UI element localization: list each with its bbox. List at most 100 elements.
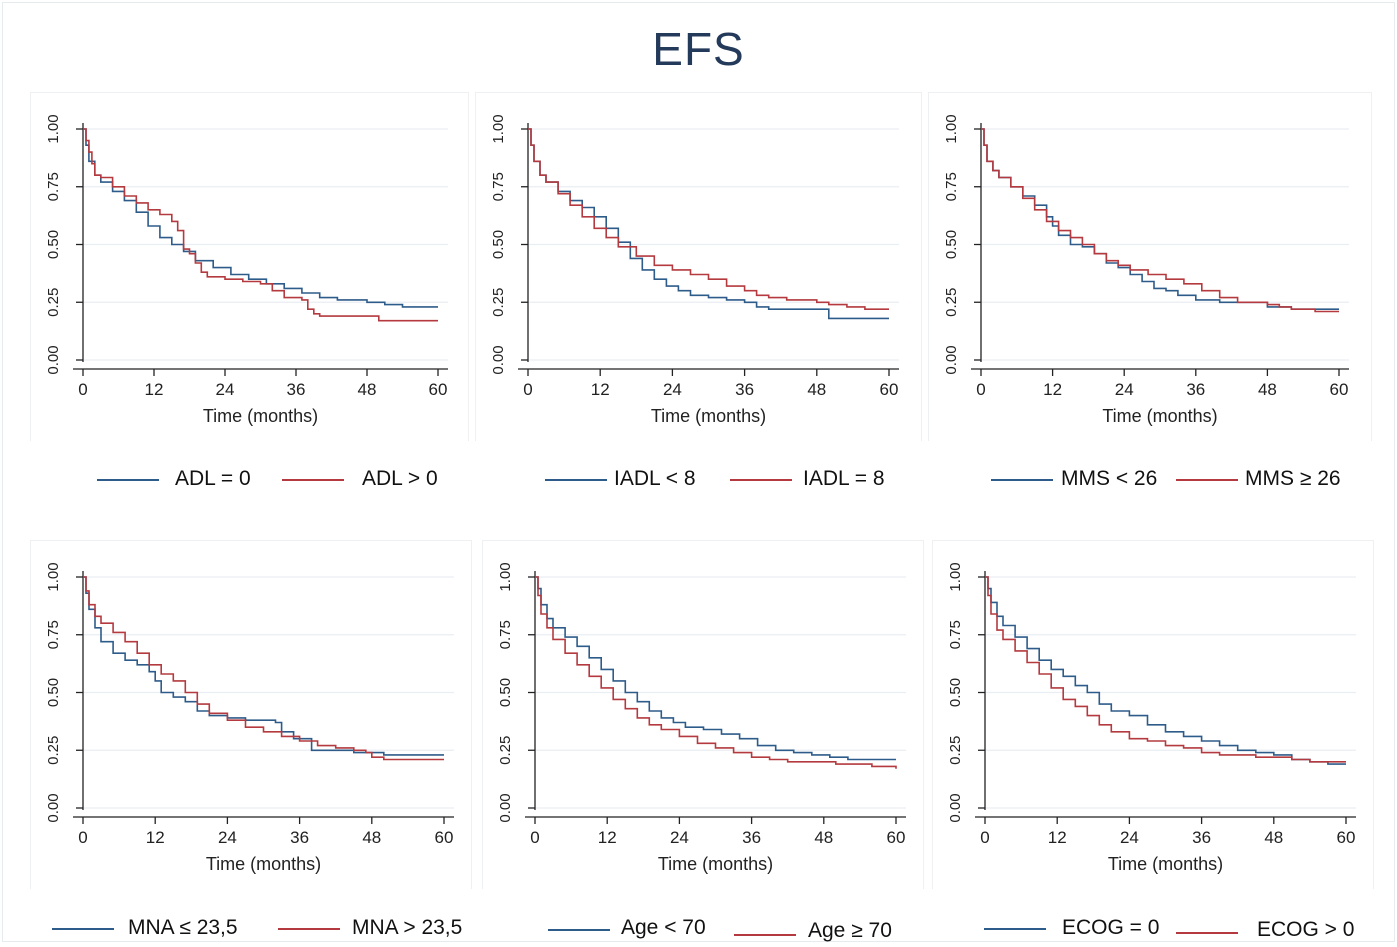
chart-svg-4: 0.00 0.25 0.50 0.75 1.00 0 12 24 36 48 60 Time (mon… bbox=[45, 562, 454, 874]
y-tick-label: 0.50 bbox=[490, 230, 507, 259]
x-tick-label: 0 bbox=[78, 380, 87, 399]
series-line-blue bbox=[83, 128, 438, 308]
x-tick-label: 36 bbox=[1192, 828, 1211, 847]
series-line-red bbox=[985, 576, 1346, 763]
legend-swatch-red bbox=[1176, 479, 1238, 481]
y-tick-label: 0.25 bbox=[490, 288, 507, 317]
series-line-blue bbox=[535, 576, 896, 761]
chart-svg-1: 0.00 0.25 0.50 0.75 1.00 0 12 24 36 48 60 Time (mon… bbox=[45, 114, 448, 426]
main-title: EFS bbox=[652, 23, 745, 75]
x-tick-label: 36 bbox=[735, 380, 754, 399]
legend-label: ADL = 0 bbox=[175, 467, 251, 490]
chart-panel-5: 0.00 0.25 0.50 0.75 1.00 0 12 24 36 48 60 Time (mon… bbox=[482, 540, 924, 889]
y-tick-label: 0.25 bbox=[45, 288, 62, 317]
x-tick-label: 60 bbox=[880, 380, 899, 399]
y-tick-label: 0.50 bbox=[947, 678, 964, 707]
chart-svg-3: 0.00 0.25 0.50 0.75 1.00 0 12 24 36 48 60 Time (mon… bbox=[943, 114, 1349, 426]
series-line-red bbox=[535, 576, 897, 769]
x-tick-label: 24 bbox=[1120, 828, 1139, 847]
x-axis-label: Time (months) bbox=[1108, 854, 1223, 874]
series-line-red bbox=[981, 128, 1339, 313]
series-line-red bbox=[83, 128, 438, 322]
chart-svg-5: 0.00 0.25 0.50 0.75 1.00 0 12 24 36 48 60 Time (mon… bbox=[497, 562, 906, 874]
y-tick-label: 0.00 bbox=[943, 345, 960, 374]
y-tick-label: 0.25 bbox=[943, 288, 960, 317]
x-tick-label: 48 bbox=[358, 380, 377, 399]
legend-label: Age ≥ 70 bbox=[808, 919, 892, 942]
legend-label: ECOG > 0 bbox=[1257, 918, 1355, 941]
y-tick-label: 0.75 bbox=[947, 620, 964, 649]
legend-label: ADL > 0 bbox=[362, 467, 438, 490]
legend-swatch-blue bbox=[97, 479, 159, 481]
x-tick-label: 48 bbox=[814, 828, 833, 847]
x-tick-label: 36 bbox=[290, 828, 309, 847]
y-tick-label: 0.25 bbox=[947, 736, 964, 765]
y-tick-label: 0.00 bbox=[947, 793, 964, 822]
x-tick-label: 12 bbox=[1048, 828, 1067, 847]
series-line-blue bbox=[985, 576, 1346, 765]
x-tick-label: 48 bbox=[362, 828, 381, 847]
x-tick-label: 0 bbox=[523, 380, 532, 399]
legend-label: IADL = 8 bbox=[803, 467, 885, 490]
y-tick-label: 0.50 bbox=[45, 678, 62, 707]
x-tick-label: 24 bbox=[670, 828, 689, 847]
x-tick-label: 24 bbox=[1115, 380, 1134, 399]
x-tick-label: 60 bbox=[435, 828, 454, 847]
x-tick-label: 24 bbox=[218, 828, 237, 847]
legend-4: MNA ≤ 23,5 MNA > 23,5 bbox=[0, 907, 480, 947]
y-tick-label: 1.00 bbox=[947, 562, 964, 591]
legend-label: ECOG = 0 bbox=[1062, 916, 1160, 939]
y-tick-label: 0.50 bbox=[45, 230, 62, 259]
series-line-blue bbox=[528, 128, 889, 320]
series-line-blue bbox=[981, 128, 1339, 310]
x-tick-label: 60 bbox=[1337, 828, 1356, 847]
chart-svg-2: 0.00 0.25 0.50 0.75 1.00 0 12 24 36 48 60 Time (mon… bbox=[490, 114, 899, 426]
x-axis-label: Time (months) bbox=[206, 854, 321, 874]
x-axis-label: Time (months) bbox=[658, 854, 773, 874]
legend-2: IADL < 8 IADL = 8 bbox=[0, 458, 930, 498]
series-line-red bbox=[83, 576, 444, 761]
legend-label: Age < 70 bbox=[621, 916, 706, 939]
legend-swatch-red bbox=[1176, 932, 1238, 934]
legend-swatch-blue bbox=[548, 929, 610, 931]
x-tick-label: 48 bbox=[1264, 828, 1283, 847]
legend-swatch-blue bbox=[545, 479, 607, 481]
x-axis-label: Time (months) bbox=[203, 406, 318, 426]
legend-label: MMS < 26 bbox=[1061, 467, 1158, 490]
legend-swatch-blue bbox=[984, 928, 1046, 930]
y-tick-label: 0.75 bbox=[497, 620, 514, 649]
chart-panel-3: 0.00 0.25 0.50 0.75 1.00 0 12 24 36 48 60 Time (mon… bbox=[928, 92, 1372, 441]
legend-swatch-red bbox=[734, 934, 796, 936]
x-tick-label: 12 bbox=[598, 828, 617, 847]
y-tick-label: 1.00 bbox=[490, 114, 507, 143]
x-tick-label: 60 bbox=[1330, 380, 1349, 399]
legend-label: MMS ≥ 26 bbox=[1245, 467, 1341, 490]
series-line-red bbox=[528, 128, 889, 310]
x-tick-label: 48 bbox=[1258, 380, 1277, 399]
y-tick-label: 0.00 bbox=[45, 345, 62, 374]
legend-label: IADL < 8 bbox=[614, 467, 696, 490]
legend-swatch-red bbox=[730, 479, 792, 481]
legend-1: ADL = 0 ADL > 0 bbox=[0, 458, 470, 498]
legend-swatch-red bbox=[278, 928, 340, 930]
x-tick-label: 36 bbox=[742, 828, 761, 847]
legend-swatch-blue bbox=[52, 928, 114, 930]
y-tick-label: 0.25 bbox=[45, 736, 62, 765]
x-tick-label: 36 bbox=[287, 380, 306, 399]
legend-label: MNA ≤ 23,5 bbox=[128, 916, 238, 939]
y-tick-label: 0.00 bbox=[497, 793, 514, 822]
legend-5: Age < 70 Age ≥ 70 bbox=[0, 907, 930, 947]
x-tick-label: 48 bbox=[807, 380, 826, 399]
y-tick-label: 0.50 bbox=[943, 230, 960, 259]
y-tick-label: 1.00 bbox=[45, 562, 62, 591]
chart-panel-1: 0.00 0.25 0.50 0.75 1.00 0 12 24 36 48 60 Time (mon… bbox=[30, 92, 469, 441]
chart-panel-4: 0.00 0.25 0.50 0.75 1.00 0 12 24 36 48 60 Time (mon… bbox=[30, 540, 472, 889]
x-tick-label: 24 bbox=[216, 380, 235, 399]
series-line-blue bbox=[83, 576, 444, 756]
x-tick-label: 0 bbox=[980, 828, 989, 847]
y-tick-label: 1.00 bbox=[45, 114, 62, 143]
y-tick-label: 0.25 bbox=[497, 736, 514, 765]
legend-swatch-blue bbox=[991, 479, 1053, 481]
x-tick-label: 60 bbox=[429, 380, 448, 399]
